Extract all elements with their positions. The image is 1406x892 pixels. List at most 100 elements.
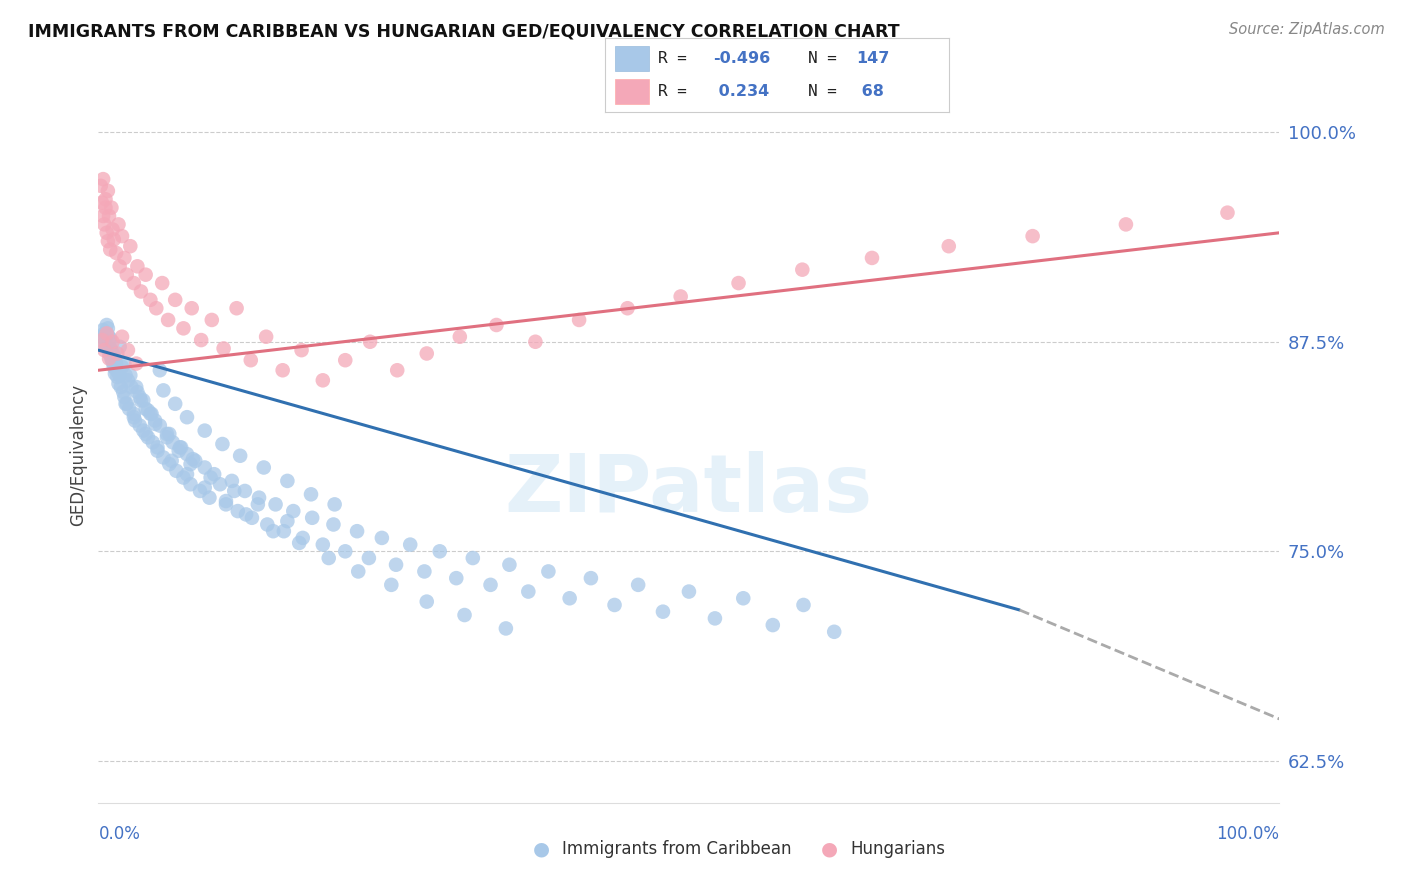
Point [264,497,287,511]
Point [603,598,626,612]
Point [114,368,136,383]
Point [111,329,134,343]
Point [146,441,169,455]
Text: N =: N = [808,84,837,99]
Point [318,551,340,566]
Point [461,551,484,566]
Point [276,514,298,528]
Point [143,413,166,427]
Point [135,268,157,282]
Point [485,318,508,332]
Point [165,397,187,411]
Point [215,497,238,511]
Point [703,611,725,625]
Point [537,565,560,579]
Point [97,321,120,335]
Point [200,470,222,484]
Point [792,598,814,612]
Point [162,435,184,450]
Point [240,510,263,524]
Point [125,357,148,371]
Point [181,452,204,467]
Point [105,346,128,360]
Point [132,424,155,438]
Point [118,401,141,416]
Point [733,591,755,606]
Point [157,313,180,327]
Text: Source: ZipAtlas.com: Source: ZipAtlas.com [1229,22,1385,37]
Point [495,622,517,636]
Point [136,403,159,417]
Point [291,531,314,545]
Point [262,524,284,539]
Point [194,481,217,495]
Text: 100.0%: 100.0% [1216,825,1279,843]
Point [96,340,118,354]
Point [139,407,162,421]
Point [211,437,233,451]
Point [198,491,221,505]
Point [247,491,270,505]
Point [301,510,323,524]
Y-axis label: GED/Equivalency: GED/Equivalency [69,384,87,526]
Point [233,483,256,498]
Point [142,435,165,450]
Point [105,370,128,384]
Point [762,618,785,632]
Point [156,430,179,444]
Point [96,318,118,332]
Point [413,565,436,579]
Point [860,251,883,265]
Point [111,229,134,244]
Point [108,340,131,354]
Point [94,201,117,215]
Point [165,464,187,478]
Point [446,571,468,585]
Point [97,328,120,343]
Point [97,234,120,248]
Point [127,260,149,274]
Point [124,413,146,427]
Point [139,293,162,307]
Point [256,517,278,532]
Point [229,449,252,463]
Point [105,246,128,260]
Point [93,336,115,351]
Point [100,343,122,358]
Point [141,407,163,421]
Point [103,348,125,362]
Point [136,430,159,444]
Point [346,524,368,539]
Point [108,260,131,274]
Point [449,329,471,343]
Point [184,454,207,468]
Point [416,346,439,360]
Point [121,380,143,394]
Point [517,584,540,599]
Point [1216,205,1239,219]
Point [387,363,409,377]
Point [399,538,422,552]
Text: Hungarians: Hungarians [851,840,946,858]
Point [172,470,194,484]
Point [129,393,152,408]
Point [616,301,638,316]
Point [498,558,520,572]
Text: R =: R = [658,84,688,99]
Point [94,333,117,347]
Point [453,607,475,622]
Point [254,329,277,343]
Point [100,201,122,215]
Point [371,531,394,545]
Point [194,424,217,438]
Point [212,342,235,356]
Point [98,351,121,366]
Point [91,323,114,337]
Text: 0.0%: 0.0% [98,825,141,843]
Point [652,605,675,619]
Point [176,447,198,461]
Point [91,333,114,347]
Point [157,457,180,471]
Point [107,376,129,391]
Point [170,441,193,455]
